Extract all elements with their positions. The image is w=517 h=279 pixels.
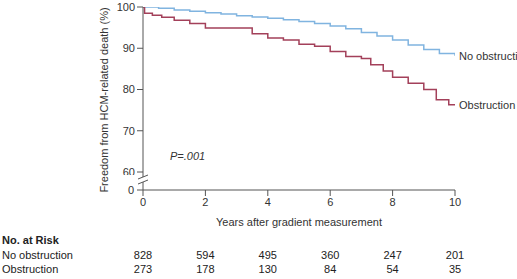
svg-text:80: 80 [123, 83, 135, 95]
html-text:84: 84 [324, 263, 337, 275]
html-text:201: 201 [445, 249, 465, 261]
html-text:594: 594 [196, 249, 215, 261]
svg-text:No obstruction: No obstruction [459, 50, 509, 62]
html-text:Freedom from HCM-related death: Freedom from HCM-related death (%) [98, 7, 110, 193]
html-text:No. at Risk: No. at Risk [2, 234, 59, 246]
html-text:360: 360 [321, 249, 340, 261]
html-text:178: 178 [196, 263, 215, 275]
svg-text:Years after gradient measureme: Years after gradient measurement [216, 216, 382, 228]
html-text:35: 35 [448, 263, 462, 275]
svg-text:8: 8 [390, 196, 396, 208]
svg-text:100: 100 [117, 1, 135, 13]
svg-text:10: 10 [449, 196, 461, 208]
html-text:No obstruction: No obstruction [2, 249, 73, 261]
svg-text:60: 60 [123, 166, 135, 175]
html-text:Obstruction: Obstruction [2, 263, 59, 275]
svg-text:0: 0 [140, 196, 146, 208]
html-text:54: 54 [386, 263, 399, 275]
svg-text:6: 6 [327, 196, 333, 208]
svg-text:0: 0 [128, 184, 134, 196]
html-text:130: 130 [258, 263, 277, 275]
html-text:P=.001: P=.001 [170, 150, 206, 162]
svg-text:Obstruction: Obstruction [459, 99, 509, 111]
html-text:828: 828 [133, 249, 153, 261]
html-text:247: 247 [383, 249, 402, 261]
html-text:495: 495 [258, 249, 277, 261]
svg-text:4: 4 [265, 196, 271, 208]
svg-text:70: 70 [123, 125, 135, 137]
svg-text:2: 2 [202, 196, 208, 208]
svg-text:90: 90 [123, 42, 135, 54]
html-text:273: 273 [133, 263, 153, 275]
